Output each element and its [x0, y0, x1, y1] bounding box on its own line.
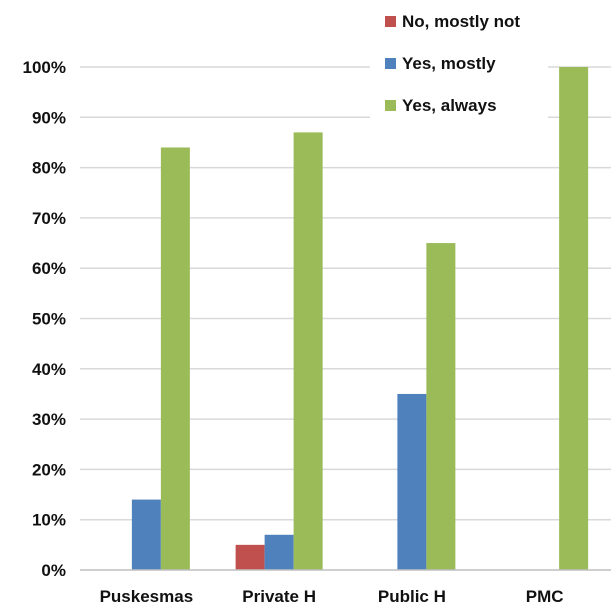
x-axis-categories: Puskesmas Private H Public H PMC [100, 587, 564, 606]
bar-yes-mostly-private-h [264, 534, 294, 570]
bar-yes-mostly-public-h [397, 393, 427, 570]
x-category-label: Puskesmas [100, 587, 194, 606]
y-tick-label: 20% [32, 460, 66, 479]
x-category-label: Private H [242, 587, 316, 606]
y-axis-ticks: 0% 10% 20% 30% 40% 50% 60% 70% 80% 90% 100% [23, 58, 66, 580]
bar-yes-always-pmc [559, 67, 589, 570]
gridlines [80, 66, 611, 521]
y-tick-label: 70% [32, 209, 66, 228]
legend-label: No, mostly not [402, 12, 520, 31]
legend-label: Yes, mostly [402, 54, 496, 73]
bars [131, 67, 589, 571]
y-tick-label: 30% [32, 410, 66, 429]
x-category-label: Public H [378, 587, 446, 606]
legend-box [370, 2, 548, 122]
bar-yes-mostly-puskesmas [131, 499, 161, 570]
legend-swatch [385, 16, 396, 27]
legend-label: Yes, always [402, 96, 497, 115]
legend-swatch [385, 100, 396, 111]
y-tick-label: 90% [32, 108, 66, 127]
bar-yes-always-private-h [293, 132, 323, 570]
legend: No, mostly not Yes, mostly Yes, always [370, 2, 548, 122]
legend-swatch [385, 58, 396, 69]
y-tick-label: 40% [32, 360, 66, 379]
y-tick-label: 10% [32, 511, 66, 530]
bar-yes-always-public-h [426, 243, 456, 571]
y-tick-label: 60% [32, 259, 66, 278]
x-category-label: PMC [526, 587, 564, 606]
bar-yes-always-puskesmas [160, 147, 190, 571]
bar-no-mostly-not-private-h [235, 544, 265, 570]
y-tick-label: 50% [32, 310, 66, 329]
y-tick-label: 80% [32, 159, 66, 178]
y-tick-label: 100% [23, 58, 66, 77]
y-tick-label: 0% [41, 561, 66, 580]
